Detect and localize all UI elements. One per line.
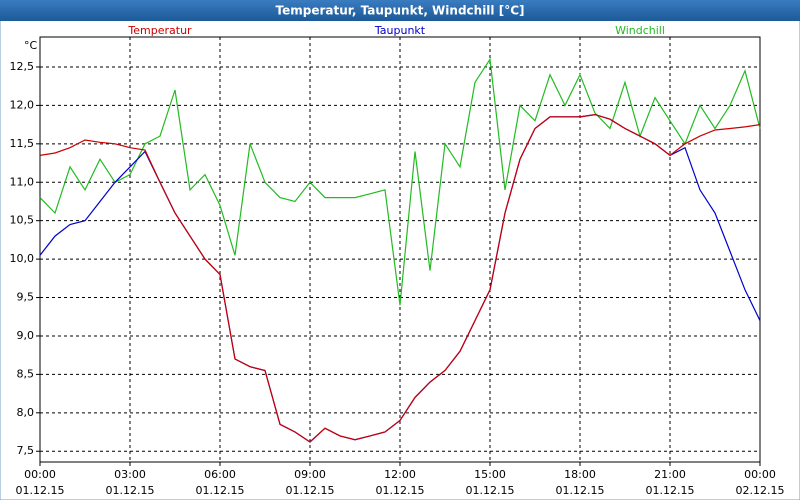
y-tick-label: 12,5 [10,60,35,73]
chart-title: Temperatur, Taupunkt, Windchill [°C] [276,4,525,18]
x-tick-label: 02.12.15 [736,484,785,497]
x-tick-label: 01.12.15 [376,484,425,497]
y-tick-label: 10,0 [10,252,35,265]
x-tick-label: 01.12.15 [646,484,695,497]
y-tick-label: 9,0 [17,329,35,342]
legend-label: Windchill [615,24,665,37]
x-tick-label: 01.12.15 [466,484,515,497]
x-tick-label: 01.12.15 [16,484,65,497]
x-tick-label: 01.12.15 [556,484,605,497]
y-unit: °C [24,39,38,52]
title-bar [0,0,800,21]
x-tick-label: 01.12.15 [106,484,155,497]
x-tick-label: 06:00 [204,468,236,481]
y-tick-label: 11,0 [10,175,35,188]
x-tick-label: 15:00 [474,468,506,481]
x-tick-label: 12:00 [384,468,416,481]
x-tick-label: 09:00 [294,468,326,481]
y-tick-label: 9,5 [17,291,35,304]
x-tick-label: 01.12.15 [196,484,245,497]
y-tick-label: 10,5 [10,214,35,227]
x-tick-label: 03:00 [114,468,146,481]
series-line [39,113,761,443]
legend-label: Temperatur [127,24,192,37]
y-tick-label: 7,5 [17,444,35,457]
y-tick-label: 11,5 [10,137,35,150]
y-tick-label: 12,0 [10,98,35,111]
x-tick-label: 00:00 [24,468,56,481]
x-tick-label: 01.12.15 [286,484,335,497]
y-tick-label: 8,0 [17,406,35,419]
legend-label: Taupunkt [374,24,426,37]
x-tick-label: 18:00 [564,468,596,481]
x-tick-label: 00:00 [744,468,776,481]
y-tick-label: 8,5 [17,367,35,380]
x-tick-label: 21:00 [654,468,686,481]
